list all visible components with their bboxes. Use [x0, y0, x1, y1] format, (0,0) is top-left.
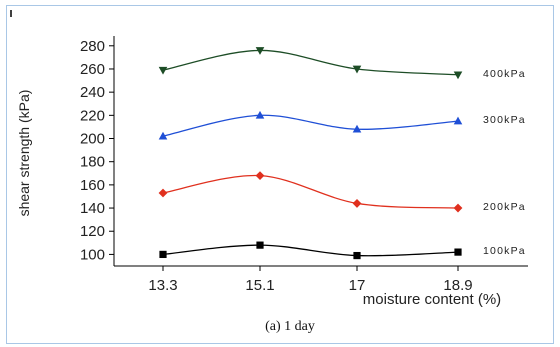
data-point	[255, 110, 265, 119]
y-tick-label: 280	[80, 38, 105, 55]
data-point	[453, 203, 463, 213]
series-400kPa: 400kPa	[158, 47, 526, 80]
x-axis-label: moisture content (%)	[363, 291, 501, 308]
data-point	[352, 65, 362, 74]
series-line	[162, 49, 459, 76]
data-point	[255, 171, 265, 180]
data-point	[159, 250, 167, 259]
y-tick-label: 200	[80, 131, 105, 148]
x-tick-label: 13.3	[148, 277, 177, 294]
legend-label: 400kPa	[483, 68, 526, 80]
axes: 100 120 140 160 180 200 220 240 260 280 13.3 15.1 17…	[10, 10, 528, 294]
data-point	[352, 124, 362, 133]
y-tick-label: 220	[80, 107, 105, 124]
series-group: 100kPa 200kPa 300kPa 400kPa	[158, 47, 526, 260]
series-line	[162, 244, 459, 257]
y-tick-label: 160	[80, 177, 105, 194]
data-point	[256, 241, 264, 249]
data-point	[453, 71, 463, 80]
data-point	[255, 47, 265, 55]
y-tick-label: 120	[80, 223, 105, 240]
y-tick-label: 260	[80, 61, 105, 78]
y-tick-label: 140	[80, 200, 105, 217]
series-200kPa: 200kPa	[158, 171, 526, 213]
y-tick-label: 240	[80, 84, 105, 101]
legend-label: 200kPa	[483, 201, 526, 213]
figure-frame	[6, 5, 554, 344]
x-tick-label: 17	[349, 277, 366, 294]
series-100kPa: 100kPa	[159, 241, 526, 260]
legend-label: 100kPa	[483, 245, 526, 257]
data-point	[158, 131, 168, 140]
data-point	[454, 248, 462, 256]
data-point	[453, 116, 463, 125]
series-300kPa: 300kPa	[158, 110, 526, 140]
y-axis-label: shear strength (kPa)	[16, 90, 32, 217]
data-point	[352, 199, 362, 208]
data-point	[158, 66, 168, 75]
data-point	[158, 188, 168, 198]
legend-label: 300kPa	[483, 114, 526, 126]
x-tick-label: 15.1	[245, 277, 274, 294]
y-tick-label: 180	[80, 154, 105, 171]
series-line	[162, 174, 459, 209]
figure-caption: (a) 1 day	[265, 319, 315, 334]
y-tick-label: 100	[80, 246, 105, 263]
series-line	[162, 114, 459, 137]
x-tick-label: 18.9	[443, 277, 472, 294]
data-point	[353, 251, 361, 260]
